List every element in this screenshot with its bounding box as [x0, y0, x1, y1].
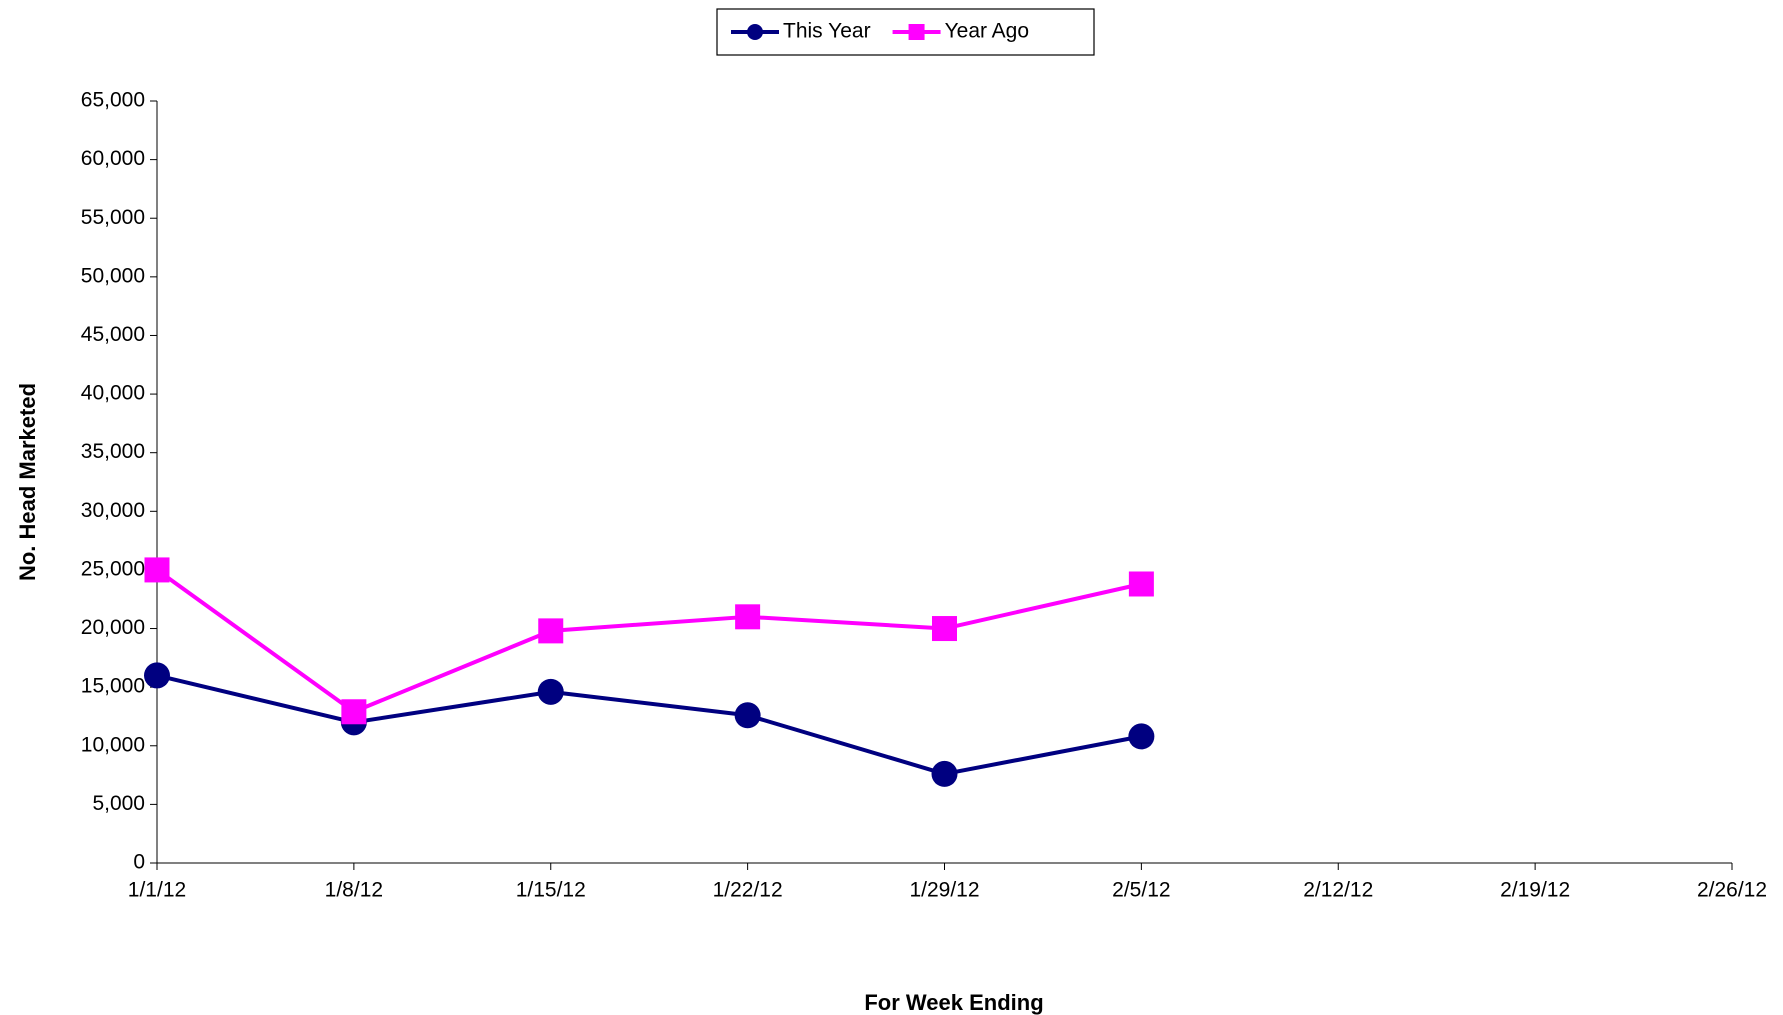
data-point	[144, 662, 170, 689]
data-point	[931, 760, 958, 787]
y-tick-label: 0	[133, 851, 145, 874]
legend-marker	[747, 24, 763, 40]
data-point	[735, 604, 761, 630]
y-tick-label: 30,000	[81, 499, 145, 522]
legend-label: Year Ago	[945, 20, 1029, 43]
y-tick-label: 40,000	[81, 382, 145, 405]
y-tick-label: 50,000	[81, 264, 145, 287]
series-line	[156, 673, 1142, 776]
y-tick-label: 5,000	[92, 792, 145, 815]
y-tick-label: 45,000	[81, 323, 145, 346]
data-point	[341, 699, 367, 725]
y-tick-label: 10,000	[81, 733, 145, 756]
x-tick-label: 1/8/12	[325, 879, 383, 902]
x-tick-label: 1/15/12	[516, 879, 586, 902]
x-axis-title: For Week Ending	[864, 990, 1043, 1015]
x-tick-label: 2/12/12	[1303, 879, 1373, 902]
data-point	[1128, 723, 1155, 750]
data-point	[1128, 571, 1154, 597]
y-axis-title: No. Head Marketed	[15, 383, 40, 581]
series-line	[155, 568, 1142, 714]
y-tick-label: 20,000	[81, 616, 145, 639]
x-tick-label: 2/5/12	[1112, 879, 1170, 902]
y-tick-label: 65,000	[81, 89, 145, 112]
x-tick-label: 1/22/12	[713, 879, 783, 902]
x-tick-label: 1/29/12	[909, 879, 979, 902]
data-point	[538, 618, 564, 644]
legend-marker	[908, 24, 925, 40]
x-tick-label: 2/19/12	[1500, 879, 1570, 902]
legend-label: This Year	[783, 20, 871, 43]
x-tick-label: 2/26/12	[1697, 879, 1767, 902]
y-tick-label: 25,000	[81, 557, 145, 580]
y-tick-label: 60,000	[81, 147, 145, 170]
data-point	[537, 678, 564, 705]
x-tick-label: 1/1/12	[128, 879, 186, 902]
data-point	[144, 557, 170, 583]
y-tick-label: 15,000	[81, 675, 145, 698]
data-point	[734, 702, 761, 729]
y-tick-label: 35,000	[81, 440, 145, 463]
data-point	[932, 616, 957, 642]
y-tick-label: 55,000	[81, 206, 145, 229]
